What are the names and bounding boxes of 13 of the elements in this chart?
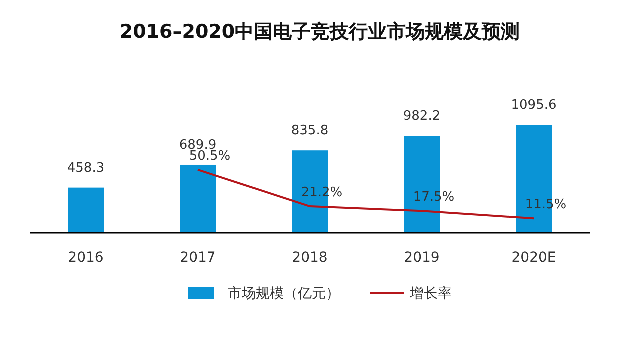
x-tick-label: 2016 — [68, 250, 104, 266]
data-label: 835.8 — [291, 124, 329, 139]
data-label: 982.2 — [403, 109, 441, 124]
legend-label: 市场规模（亿元） — [228, 286, 340, 302]
legend-label: 增长率 — [409, 286, 452, 302]
data-label: 458.3 — [67, 160, 105, 176]
x-tick-label: 2019 — [404, 250, 440, 266]
title: 2016–2020中国电子竞技行业市场规模及预测 — [120, 21, 520, 43]
x-tick-label: 2017 — [180, 250, 216, 266]
x-tick-label: 2018 — [292, 250, 328, 266]
x-tick-label: 2020E — [512, 250, 556, 266]
data-label: 1095.6 — [511, 98, 557, 113]
data-label: 50.5% — [189, 148, 231, 164]
